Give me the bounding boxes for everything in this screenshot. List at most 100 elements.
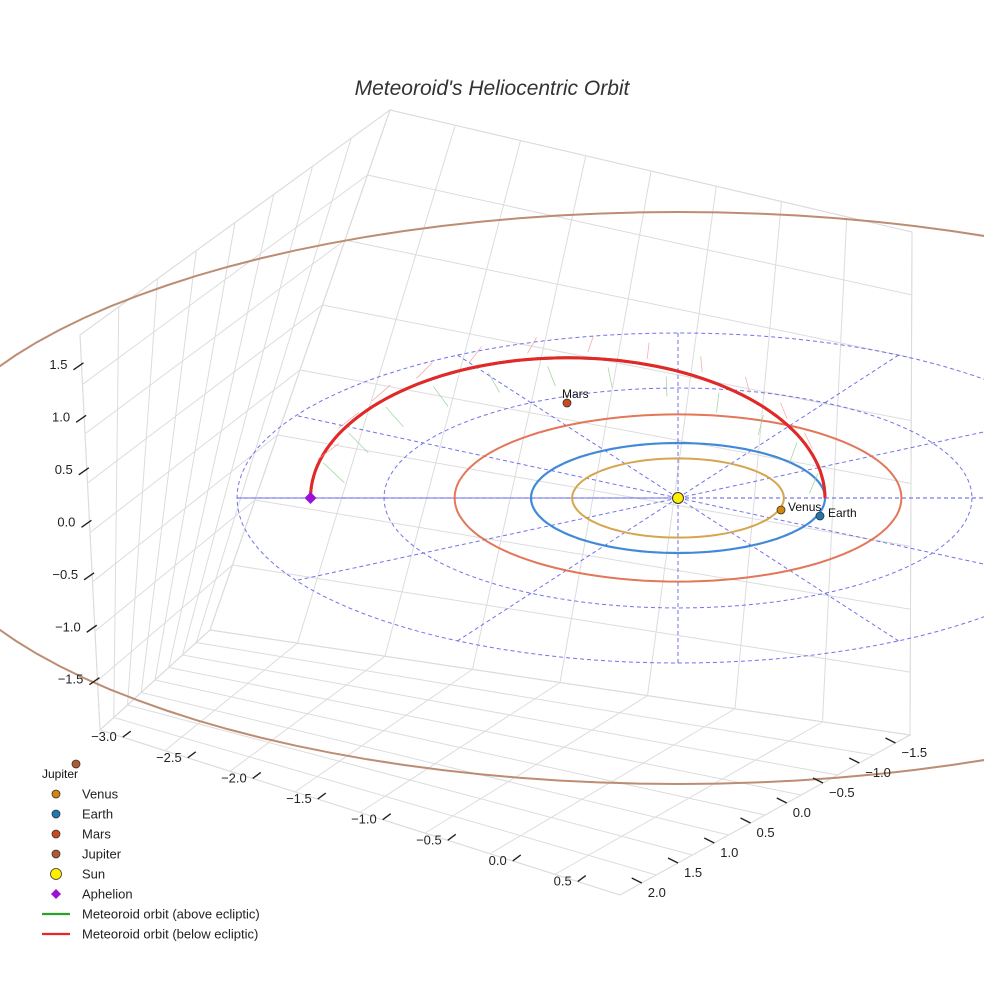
meteoroid-drop-line [468, 346, 483, 363]
y-tick-mark [848, 757, 860, 764]
chart-title: Meteoroid's Heliocentric Orbit [355, 77, 631, 100]
meteoroid-drop-line [487, 372, 500, 393]
y-tick-mark [776, 797, 788, 804]
y-tick-label: −0.5 [829, 785, 855, 800]
ecliptic-grid-spoke [677, 354, 899, 499]
marker-label-mars: Mars [562, 387, 589, 401]
z-tick-label: 0.5 [55, 462, 73, 477]
z-tick-label: 0.0 [57, 514, 75, 529]
y-tick-mark [812, 777, 824, 784]
orbit-venus [571, 457, 785, 539]
left-wall-grid-line [82, 174, 368, 385]
meteoroid-drop-line [348, 432, 369, 454]
legend-swatch-circle [51, 849, 61, 859]
legend-label: Meteoroid orbit (below ecliptic) [82, 927, 258, 942]
x-tick-label: −3.0 [91, 729, 117, 744]
marker-label-earth: Earth [828, 506, 857, 520]
legend-label: Sun [82, 867, 105, 882]
axis-ticks: −3.0 −2.5 −2.0 −1.5 −1.0 −0.5 0.0 0.5 −1.5 −1.0 −0… [49, 357, 927, 900]
meteoroid-drop-line [416, 362, 433, 379]
x-tick-mark [252, 771, 262, 780]
x-tick-label: −1.0 [351, 812, 377, 827]
z-tick-mark [81, 519, 92, 528]
marker-sun [672, 492, 684, 504]
legend-swatch-circle [50, 868, 62, 880]
left-wall-grid-line [84, 239, 346, 435]
z-tick-mark [83, 572, 95, 581]
legend-swatch-circle [51, 789, 61, 799]
orbit-earth [529, 441, 827, 555]
ecliptic-grid-spoke [295, 497, 679, 581]
ecliptic-grid-spoke [677, 497, 899, 642]
back-wall-grid-line [389, 109, 913, 233]
floor-grid-line [489, 708, 736, 855]
x-tick-mark [512, 854, 522, 862]
z-tick-label: −1.0 [55, 619, 81, 634]
meteoroid-drop-line [587, 336, 594, 353]
back-wall-grid-line [734, 201, 782, 709]
legend-swatch-circle [51, 809, 61, 819]
meteoroid-drop-line [789, 442, 798, 463]
x-tick-label: −0.5 [416, 832, 442, 847]
floor-grid-line [154, 679, 766, 816]
meteoroid-drop-line [607, 367, 613, 388]
x-tick-mark [577, 875, 587, 883]
meteoroid-drop-line [780, 402, 788, 419]
meteoroid-drop-line [744, 376, 751, 393]
legend-label: Jupiter [82, 847, 122, 862]
z-tick-mark [86, 624, 98, 633]
legend-swatch-circle [51, 829, 61, 839]
meteoroid-drop-line [757, 414, 764, 436]
meteoroid-drop-line [527, 337, 537, 354]
z-tick-label: −0.5 [52, 567, 78, 582]
meteoroid-orbit [309, 336, 827, 499]
marker-aphelion [304, 492, 317, 504]
back-wall-grid-line [344, 239, 912, 359]
meteoroid-drop-line [803, 432, 813, 449]
back-wall-grid-line [909, 231, 913, 736]
legend: Venus Earth Mars Jupiter Sun Aphelion Meteoroi… [42, 787, 260, 942]
marker-label-jupiter: Jupiter [42, 767, 78, 781]
back-wall-grid-line [322, 304, 912, 422]
floor-grid-line [554, 721, 823, 875]
meteoroid-drop-line [716, 392, 720, 413]
marker-label-venus: Venus [788, 500, 821, 514]
x-tick-label: −1.5 [286, 791, 312, 806]
marker-jupiter [71, 759, 81, 769]
x-tick-mark [187, 751, 197, 759]
ecliptic-grid-spoke [457, 497, 679, 642]
meteoroid-drop-line [317, 442, 340, 460]
legend-label: Mars [82, 827, 111, 842]
back-wall-grid-line [299, 369, 912, 484]
meteoroid-drop-line [338, 412, 360, 429]
x-tick-mark [122, 730, 132, 738]
meteoroid-drop-line [433, 386, 449, 407]
meteoroid-drop-line [646, 342, 650, 359]
y-tick-label: −1.0 [865, 765, 891, 780]
z-tick-label: 1.0 [52, 409, 70, 424]
ecliptic-grid-spoke [295, 415, 679, 499]
legend-label: Earth [82, 807, 113, 822]
meteoroid-drop-line [665, 376, 668, 397]
floor-grid-line [209, 629, 911, 736]
ecliptic-grid-spoke [457, 354, 679, 499]
z-tick-mark [73, 362, 84, 371]
z-tick-label: −1.5 [58, 672, 84, 687]
x-tick-mark [317, 792, 327, 800]
y-tick-mark [631, 877, 643, 884]
z-tick-mark [78, 467, 90, 476]
left-wall-grid-line [168, 194, 275, 668]
x-tick-label: −2.5 [156, 750, 182, 765]
z-tick-mark [89, 677, 100, 686]
legend-label: Aphelion [82, 887, 133, 902]
back-wall-grid-line [822, 216, 848, 722]
z-tick-mark [75, 414, 87, 423]
y-tick-mark [703, 837, 715, 844]
left-wall-grid-line [209, 109, 391, 631]
ecliptic-grid-spoke [677, 497, 984, 565]
y-tick-mark [740, 817, 751, 824]
x-tick-label: 0.0 [489, 853, 507, 868]
floor-grid-line [424, 695, 648, 834]
meteoroid-drop-line [547, 366, 556, 387]
